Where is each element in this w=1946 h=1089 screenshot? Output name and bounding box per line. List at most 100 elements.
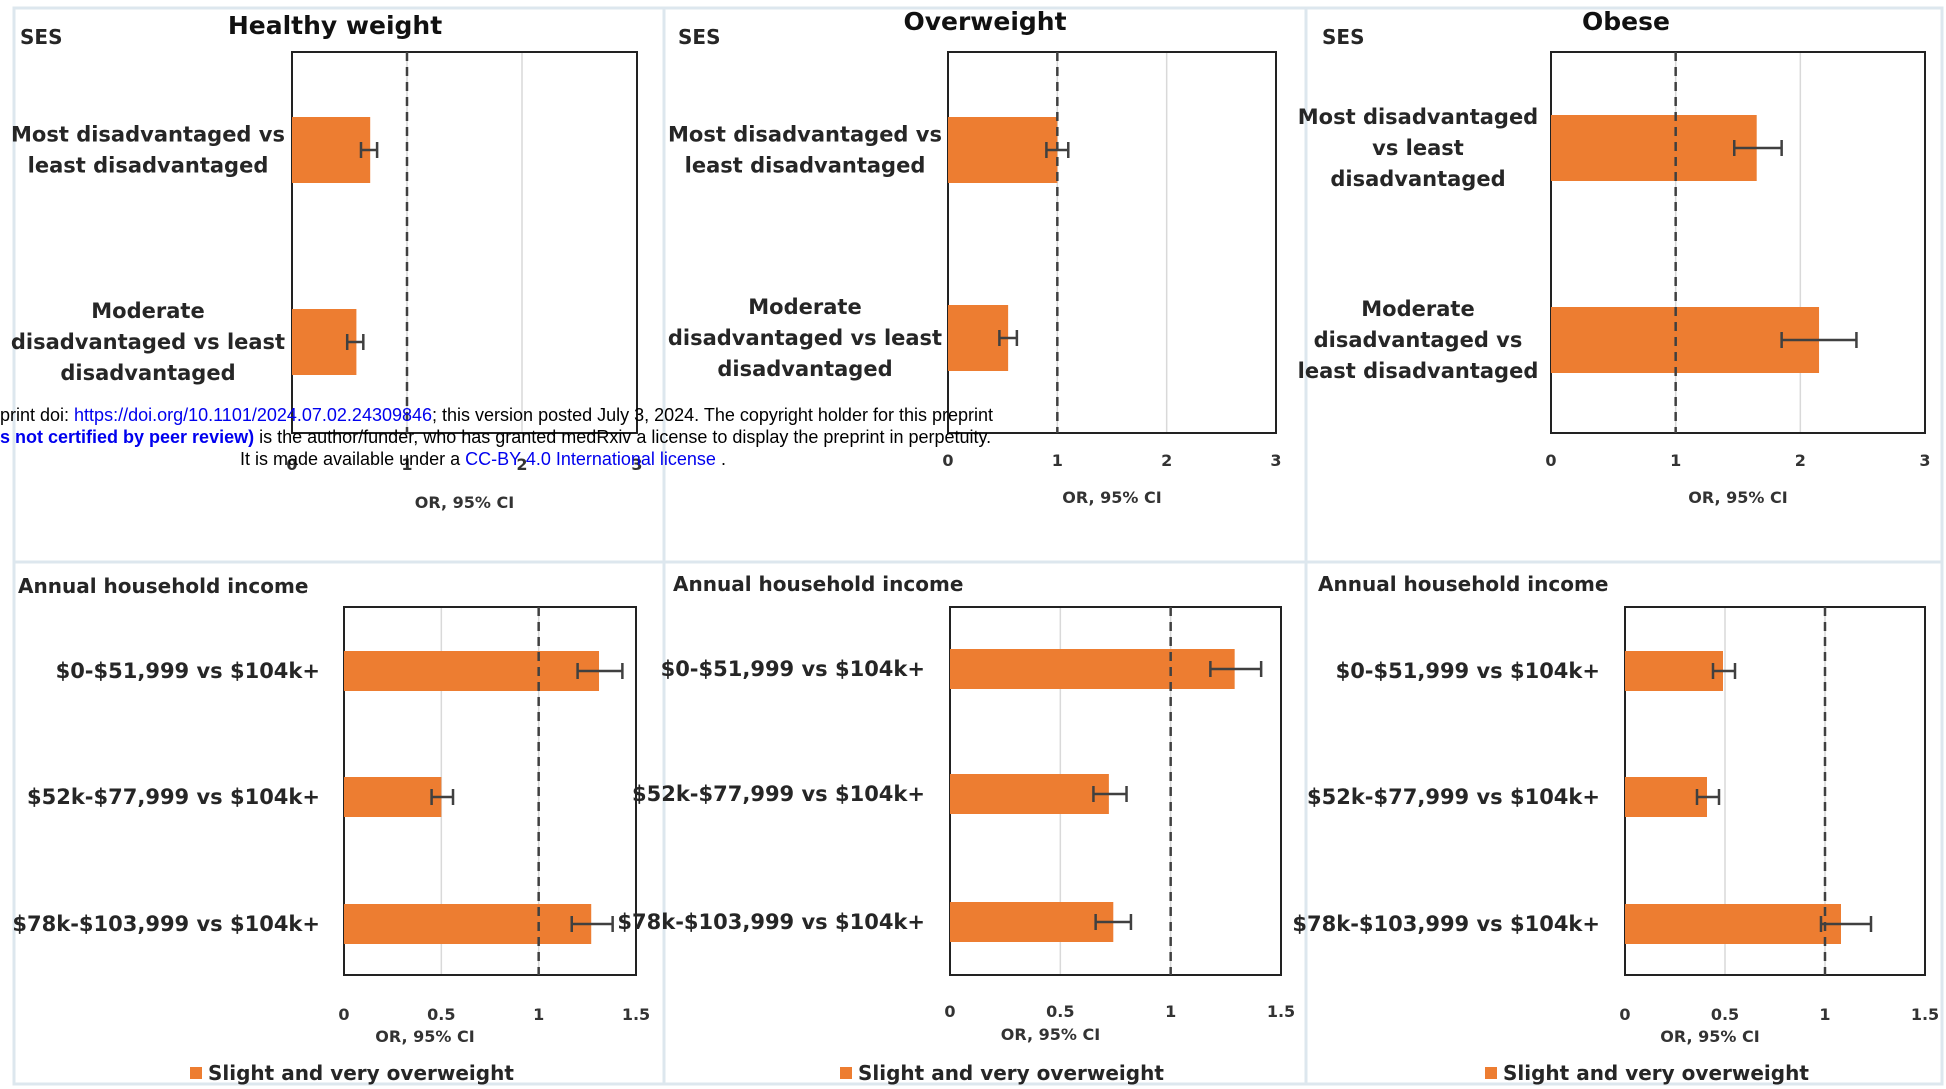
p2-category-label-1: Most disadvantaged vs least disadvantaged [668, 123, 942, 178]
p4-bar-2 [344, 777, 442, 817]
license-statement: is the author/funder, who has granted me… [254, 427, 992, 447]
p5-legend-label: Slight and very overweight [858, 1061, 1164, 1085]
license-line-3: It is made available under a CC-BY 4.0 I… [240, 449, 726, 469]
p2-category-label-2: Moderate disadvantaged vs least disadvanta… [668, 295, 942, 381]
p6-category-label-1-line-1: $0-$51,999 vs $104k+ [1336, 659, 1600, 683]
p1-tick-label-2: 2 [516, 455, 527, 474]
p4-legend-label: Slight and very overweight [208, 1061, 514, 1085]
p2-tick-label-2: 2 [1161, 451, 1172, 470]
p2-category-label-2-line-2: disadvantaged vs least [668, 326, 942, 350]
p5-tick-label-1: 0.5 [1046, 1002, 1074, 1021]
p1-tick-label-0: 0 [286, 455, 297, 474]
p6-category-label-2-line-1: $52k-$77,999 vs $104k+ [1307, 785, 1600, 809]
p4-x-axis-label: OR, 95% CI [375, 1027, 474, 1046]
p1-category-label-2: Moderate disadvantaged vs least disadvanta… [11, 299, 285, 385]
p3-category-label-2-line-3: least disadvantaged [1298, 359, 1539, 383]
p6-tick-label-2: 1 [1819, 1005, 1830, 1024]
p6-bar-2 [1625, 777, 1707, 817]
p1-category-label-1: Most disadvantaged vs least disadvantaged [11, 123, 285, 178]
p1-panel-title: Healthy weight [228, 11, 442, 40]
p6-group-label: Annual household income [1318, 572, 1608, 596]
p2-group-label: SES [678, 25, 720, 49]
p6-category-label-3: $78k-$103,999 vs $104k+ [1292, 912, 1600, 936]
p2-panel-title: Overweight [903, 7, 1066, 36]
p3-tick-label-2: 2 [1795, 451, 1806, 470]
p3-category-label-2: Moderate disadvantaged vs least disadvanta… [1298, 297, 1539, 383]
p4-group-label: Annual household income [18, 574, 308, 598]
p5-category-label-3-line-1: $78k-$103,999 vs $104k+ [617, 910, 925, 934]
p3-x-axis-label: OR, 95% CI [1688, 488, 1787, 507]
p3-category-label-1-line-2: vs least [1372, 136, 1464, 160]
p3-plot-frame [1550, 51, 1926, 434]
p3-tick-label-3: 3 [1919, 451, 1930, 470]
p2-tick-label-0: 0 [942, 451, 953, 470]
p6-tick-label-0: 0 [1619, 1005, 1630, 1024]
p4-tick-label-2: 1 [533, 1005, 544, 1024]
p5-category-label-2-line-1: $52k-$77,999 vs $104k+ [632, 782, 925, 806]
license-prefix: It is made available under a [240, 449, 466, 469]
p6-bar-1 [1625, 651, 1723, 691]
p5-category-label-3: $78k-$103,999 vs $104k+ [617, 910, 925, 934]
p1-category-label-1-line-1: Most disadvantaged vs [11, 123, 285, 147]
p4-category-label-3-line-1: $78k-$103,999 vs $104k+ [12, 912, 320, 936]
outer-frame [12, 6, 1944, 1086]
license-suffix: . [715, 449, 726, 469]
p5-category-label-1-line-1: $0-$51,999 vs $104k+ [661, 657, 925, 681]
p6-bar-3 [1625, 904, 1841, 944]
p2-plot-frame [947, 51, 1277, 434]
p4-category-label-1: $0-$51,999 vs $104k+ [56, 659, 320, 683]
p1-category-label-2-line-2: disadvantaged vs least [11, 330, 285, 354]
p4-legend-swatch [190, 1067, 202, 1079]
p1-category-label-1-line-2: least disadvantaged [28, 154, 269, 178]
p6-category-label-1: $0-$51,999 vs $104k+ [1336, 659, 1600, 683]
p1-category-label-2-line-3: disadvantaged [60, 361, 235, 385]
p6-category-label-3-line-1: $78k-$103,999 vs $104k+ [1292, 912, 1600, 936]
p4-bar-1 [344, 651, 600, 691]
p5-bar-3 [950, 902, 1114, 942]
p2-bar-1 [948, 117, 1058, 183]
p5-group-label: Annual household income [673, 572, 963, 596]
p1-bar-1 [292, 117, 371, 183]
p4-category-label-2-line-1: $52k-$77,999 vs $104k+ [27, 785, 320, 809]
doi-link[interactable]: https://doi.org/10.1101/2024.07.02.24309… [74, 405, 433, 425]
p3-category-label-1: Most disadvantaged vs least disadvantaged [1298, 105, 1538, 191]
p3-bar-2 [1551, 307, 1820, 373]
p6-legend-label: Slight and very overweight [1503, 1061, 1809, 1085]
p5-tick-label-2: 1 [1165, 1002, 1176, 1021]
p6-tick-label-1: 0.5 [1711, 1005, 1739, 1024]
peer-review-note: s not certified by peer review) [0, 427, 255, 447]
p1-tick-label-1: 1 [401, 455, 412, 474]
p1-x-axis-label: OR, 95% CI [415, 493, 514, 512]
p6-tick-label-3: 1.5 [1911, 1005, 1939, 1024]
p3-category-label-1-line-3: disadvantaged [1330, 167, 1505, 191]
p2-category-label-2-line-3: disadvantaged [717, 357, 892, 381]
p1-bar-2 [292, 309, 357, 375]
license-link[interactable]: CC-BY 4.0 International license [465, 449, 716, 469]
p6-x-axis-label: OR, 95% CI [1660, 1027, 1759, 1046]
p3-bar-1 [1551, 115, 1757, 181]
p5-legend-swatch [840, 1067, 852, 1079]
p6-legend-swatch [1485, 1067, 1497, 1079]
p2-category-label-2-line-1: Moderate [748, 295, 861, 319]
doi-suffix: ; this version posted July 3, 2024. The … [432, 405, 994, 425]
p5-category-label-1: $0-$51,999 vs $104k+ [661, 657, 925, 681]
p4-tick-label-1: 0.5 [427, 1005, 455, 1024]
p3-category-label-2-line-2: disadvantaged vs [1314, 328, 1523, 352]
p5-category-label-2: $52k-$77,999 vs $104k+ [632, 782, 925, 806]
p5-bar-2 [950, 774, 1109, 814]
p5-x-axis-label: OR, 95% CI [1001, 1025, 1100, 1044]
p4-bar-3 [344, 904, 592, 944]
doi-prefix: print doi: [0, 405, 75, 425]
p4-category-label-2: $52k-$77,999 vs $104k+ [27, 785, 320, 809]
p4-category-label-1-line-1: $0-$51,999 vs $104k+ [56, 659, 320, 683]
p1-plot-frame [291, 51, 638, 434]
p1-category-label-2-line-1: Moderate [91, 299, 204, 323]
p6-category-label-2: $52k-$77,999 vs $104k+ [1307, 785, 1600, 809]
p5-bar-1 [950, 649, 1235, 689]
p3-category-label-2-line-1: Moderate [1361, 297, 1474, 321]
p2-tick-label-3: 3 [1270, 451, 1281, 470]
p3-group-label: SES [1322, 25, 1364, 49]
p3-category-label-1-line-1: Most disadvantaged [1298, 105, 1538, 129]
p1-group-label: SES [20, 25, 62, 49]
